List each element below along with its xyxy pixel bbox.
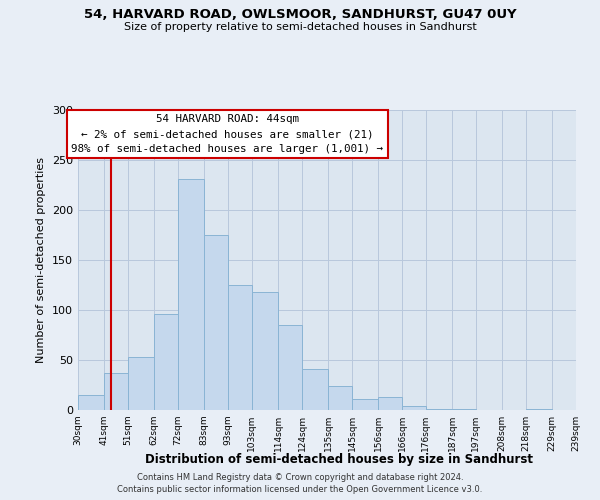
Bar	[252, 292, 278, 410]
Bar	[526, 409, 552, 410]
Bar	[178, 179, 204, 410]
Bar	[328, 386, 352, 410]
Bar	[302, 369, 328, 410]
Text: Contains HM Land Registry data © Crown copyright and database right 2024.
Contai: Contains HM Land Registry data © Crown c…	[118, 472, 482, 494]
Bar	[402, 406, 426, 410]
Bar	[104, 373, 128, 410]
Bar	[154, 314, 178, 410]
Text: Distribution of semi-detached houses by size in Sandhurst: Distribution of semi-detached houses by …	[145, 452, 533, 466]
Bar	[228, 285, 252, 410]
Bar	[78, 395, 104, 410]
Bar	[352, 399, 378, 410]
Bar	[128, 357, 154, 410]
Text: 54 HARVARD ROAD: 44sqm
← 2% of semi-detached houses are smaller (21)
98% of semi: 54 HARVARD ROAD: 44sqm ← 2% of semi-deta…	[71, 114, 383, 154]
Bar	[378, 397, 402, 410]
Bar	[278, 325, 302, 410]
Text: Size of property relative to semi-detached houses in Sandhurst: Size of property relative to semi-detach…	[124, 22, 476, 32]
Bar	[452, 409, 476, 410]
Bar	[426, 409, 452, 410]
Bar	[204, 235, 228, 410]
Text: 54, HARVARD ROAD, OWLSMOOR, SANDHURST, GU47 0UY: 54, HARVARD ROAD, OWLSMOOR, SANDHURST, G…	[83, 8, 517, 20]
Y-axis label: Number of semi-detached properties: Number of semi-detached properties	[37, 157, 46, 363]
